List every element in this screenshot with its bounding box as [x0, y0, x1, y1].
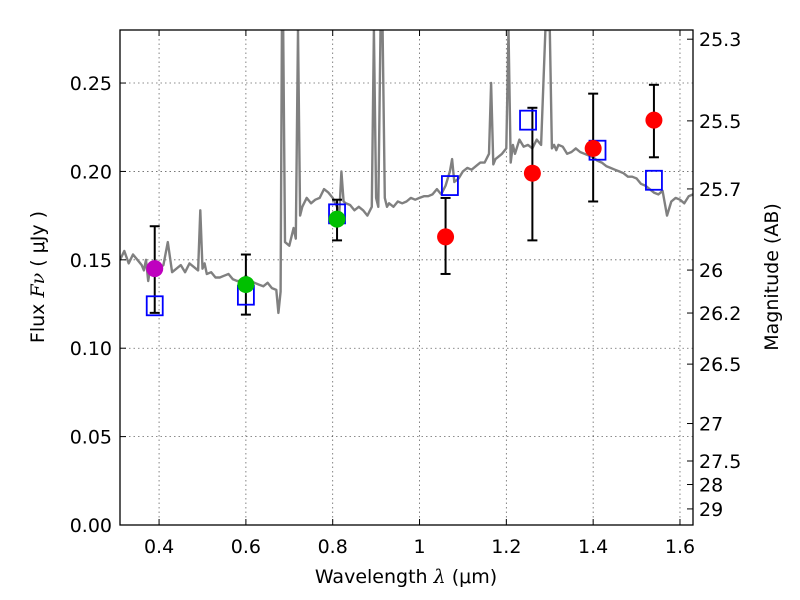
spectrum-line: [120, 30, 693, 315]
observed-circle-marker: [146, 260, 164, 278]
x-tick-label: 0.4: [144, 536, 174, 558]
model-square-marker: [645, 169, 663, 191]
y-tick-label: 0.20: [70, 161, 112, 183]
spectrum-layer: [120, 30, 693, 315]
y-tick-label: 0.15: [70, 250, 112, 272]
tick-layer: [120, 30, 693, 526]
y-tick-label: 0.00: [70, 515, 112, 537]
model-square-layer: [145, 109, 663, 317]
y2-tick-label: 27.5: [699, 451, 741, 473]
y-tick-label: 0.05: [70, 427, 112, 449]
x-tick-label: 1.6: [665, 536, 695, 558]
x-tick-label: 0.8: [318, 536, 348, 558]
y2-tick-label: 26.2: [699, 303, 741, 325]
x-axis-label: Wavelength λ (μm): [315, 566, 497, 588]
y2-tick-label: 25.5: [699, 111, 741, 133]
observed-circle-marker: [584, 139, 602, 157]
x-tick-label: 0.6: [231, 536, 261, 558]
observed-circle-marker: [237, 276, 255, 294]
y2-axis-label: Magnitude (AB): [761, 203, 783, 351]
plot-frame: [119, 29, 694, 526]
observed-circle-layer: [146, 111, 663, 294]
observed-circle-marker: [437, 228, 455, 246]
x-tick-label: 1.2: [491, 536, 521, 558]
tick-label-layer: 0.4 0.6 0.8 1 1.2 1.4 1.6 0.00 0.05 0.10 0.15 0.20 0…: [70, 29, 742, 558]
y2-tick-label: 27: [699, 414, 723, 436]
model-square-marker: [519, 109, 537, 131]
y2-tick-label: 26: [699, 260, 723, 282]
y2-tick-label: 29: [699, 499, 723, 521]
y2-tick-label: 26.5: [699, 354, 741, 376]
y-axis-label: Flux Fν ( μJy ): [27, 211, 49, 343]
y2-tick-label: 25.7: [699, 179, 741, 201]
x-tick-label: 1.4: [578, 536, 608, 558]
grid: [120, 30, 693, 526]
model-square-marker: [441, 175, 459, 196]
model-square-marker: [145, 295, 164, 317]
observed-circle-marker: [523, 164, 541, 182]
observed-circle-marker: [645, 111, 663, 129]
y2-tick-label: 28: [699, 475, 723, 497]
y2-tick-label: 25.3: [699, 29, 741, 51]
y-tick-label: 0.10: [70, 338, 112, 360]
observed-circle-marker: [328, 210, 346, 228]
errorbar-layer: [149, 83, 659, 316]
x-tick-label: 1: [413, 536, 425, 558]
y-tick-label: 0.25: [70, 73, 112, 95]
